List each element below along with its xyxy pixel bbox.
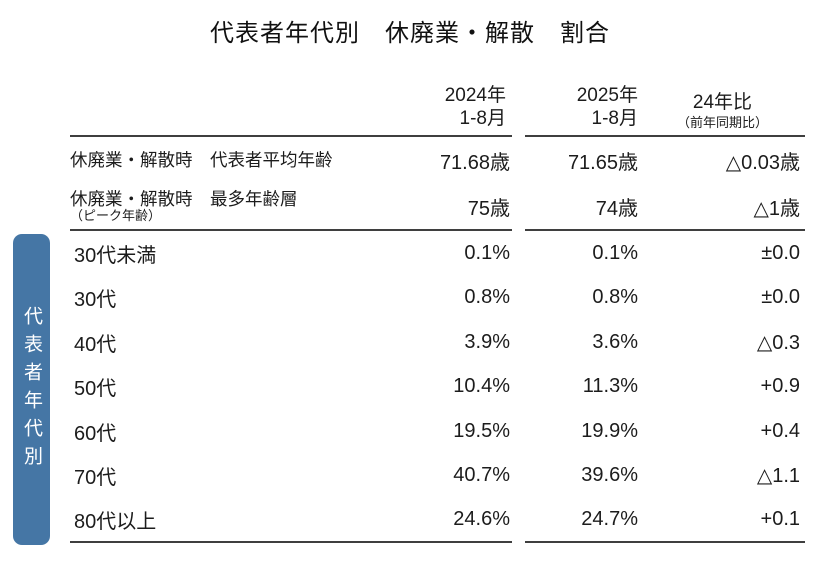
cell-2024: 24.6% <box>453 507 510 530</box>
row-label: 30代未満 <box>74 244 157 267</box>
cell-2024: 19.5% <box>453 419 510 442</box>
row-label: 休廃業・解散時 代表者平均年齢 <box>70 150 333 171</box>
cell-2025: 11.3% <box>582 375 638 398</box>
row-label: 80代以上 <box>74 510 157 533</box>
table-row-under30: 30代未満 0.1% 0.1% ±0.0 <box>70 231 805 276</box>
cell-diff: +0.4 <box>760 419 800 442</box>
cell-2024: 3.9% <box>464 330 510 353</box>
row-label: 60代 <box>74 422 117 445</box>
cell-2025: 24.7% <box>581 507 638 530</box>
table-row-70s: 70代 40.7% 39.6% △1.1 <box>70 454 805 499</box>
cell-diff: △0.3 <box>756 331 800 354</box>
table-row-60s: 60代 19.5% 19.9% +0.4 <box>70 409 805 454</box>
row-group-bar: 代表者年代別 <box>13 234 50 545</box>
row-label: 30代 <box>74 289 117 312</box>
page-title: 代表者年代別 休廃業・解散 割合 <box>210 20 610 47</box>
row-label: 70代 <box>74 467 117 490</box>
cell-2025: 71.65歳 <box>567 152 638 174</box>
cell-2025: 3.6% <box>592 330 638 353</box>
cell-diff: +0.1 <box>760 507 800 530</box>
table-header-row: 2024年 1-8月 2025年 1-8月 24年比 （前年同期比） <box>70 85 805 137</box>
cell-2025: 0.8% <box>592 286 638 309</box>
cell-diff: +0.9 <box>760 375 800 398</box>
cell-diff: ±0.0 <box>761 286 800 309</box>
closure-age-table: 2024年 1-8月 2025年 1-8月 24年比 （前年同期比） 休廃業・解… <box>70 85 805 543</box>
row-sublabel: （ピーク年齢） <box>70 208 162 224</box>
cell-2025: 0.1% <box>592 241 638 264</box>
column-header-diff: 24年比 （前年同期比） <box>676 92 768 130</box>
column-header-2025: 2025年 1-8月 <box>576 85 638 129</box>
table-row-50s: 50代 10.4% 11.3% +0.9 <box>70 365 805 410</box>
cell-2024: 75歳 <box>467 198 510 220</box>
table-row-40s: 40代 3.9% 3.6% △0.3 <box>70 320 805 365</box>
column-header-2024: 2024年 1-8月 <box>444 85 506 129</box>
cell-2024: 0.1% <box>464 241 510 264</box>
cell-2024: 10.4% <box>453 375 510 398</box>
table-row-80plus: 80代以上 24.6% 24.7% +0.1 <box>70 498 805 543</box>
table-row-average-age: 休廃業・解散時 代表者平均年齢 71.68歳 71.65歳 △0.03歳 <box>70 137 805 184</box>
cell-2024: 0.8% <box>464 286 510 309</box>
table-row-peak-age: 休廃業・解散時 最多年齢層 （ピーク年齢） 75歳 74歳 △1歳 <box>70 184 805 231</box>
cell-diff: △0.03歳 <box>725 152 800 174</box>
cell-diff: ±0.0 <box>761 241 800 264</box>
row-group-label: 代表者年代別 <box>21 305 42 474</box>
cell-diff: △1歳 <box>753 198 800 220</box>
cell-2024: 71.68歳 <box>439 152 510 174</box>
row-label: 50代 <box>74 378 117 401</box>
row-label: 40代 <box>74 333 117 356</box>
cell-2025: 74歳 <box>595 198 638 220</box>
table-row-30s: 30代 0.8% 0.8% ±0.0 <box>70 276 805 321</box>
cell-2025: 19.9% <box>581 419 638 442</box>
cell-diff: △1.1 <box>756 465 800 488</box>
cell-2024: 40.7% <box>453 464 510 487</box>
cell-2025: 39.6% <box>581 464 638 487</box>
row-label: 休廃業・解散時 最多年齢層 （ピーク年齢） <box>70 189 372 224</box>
